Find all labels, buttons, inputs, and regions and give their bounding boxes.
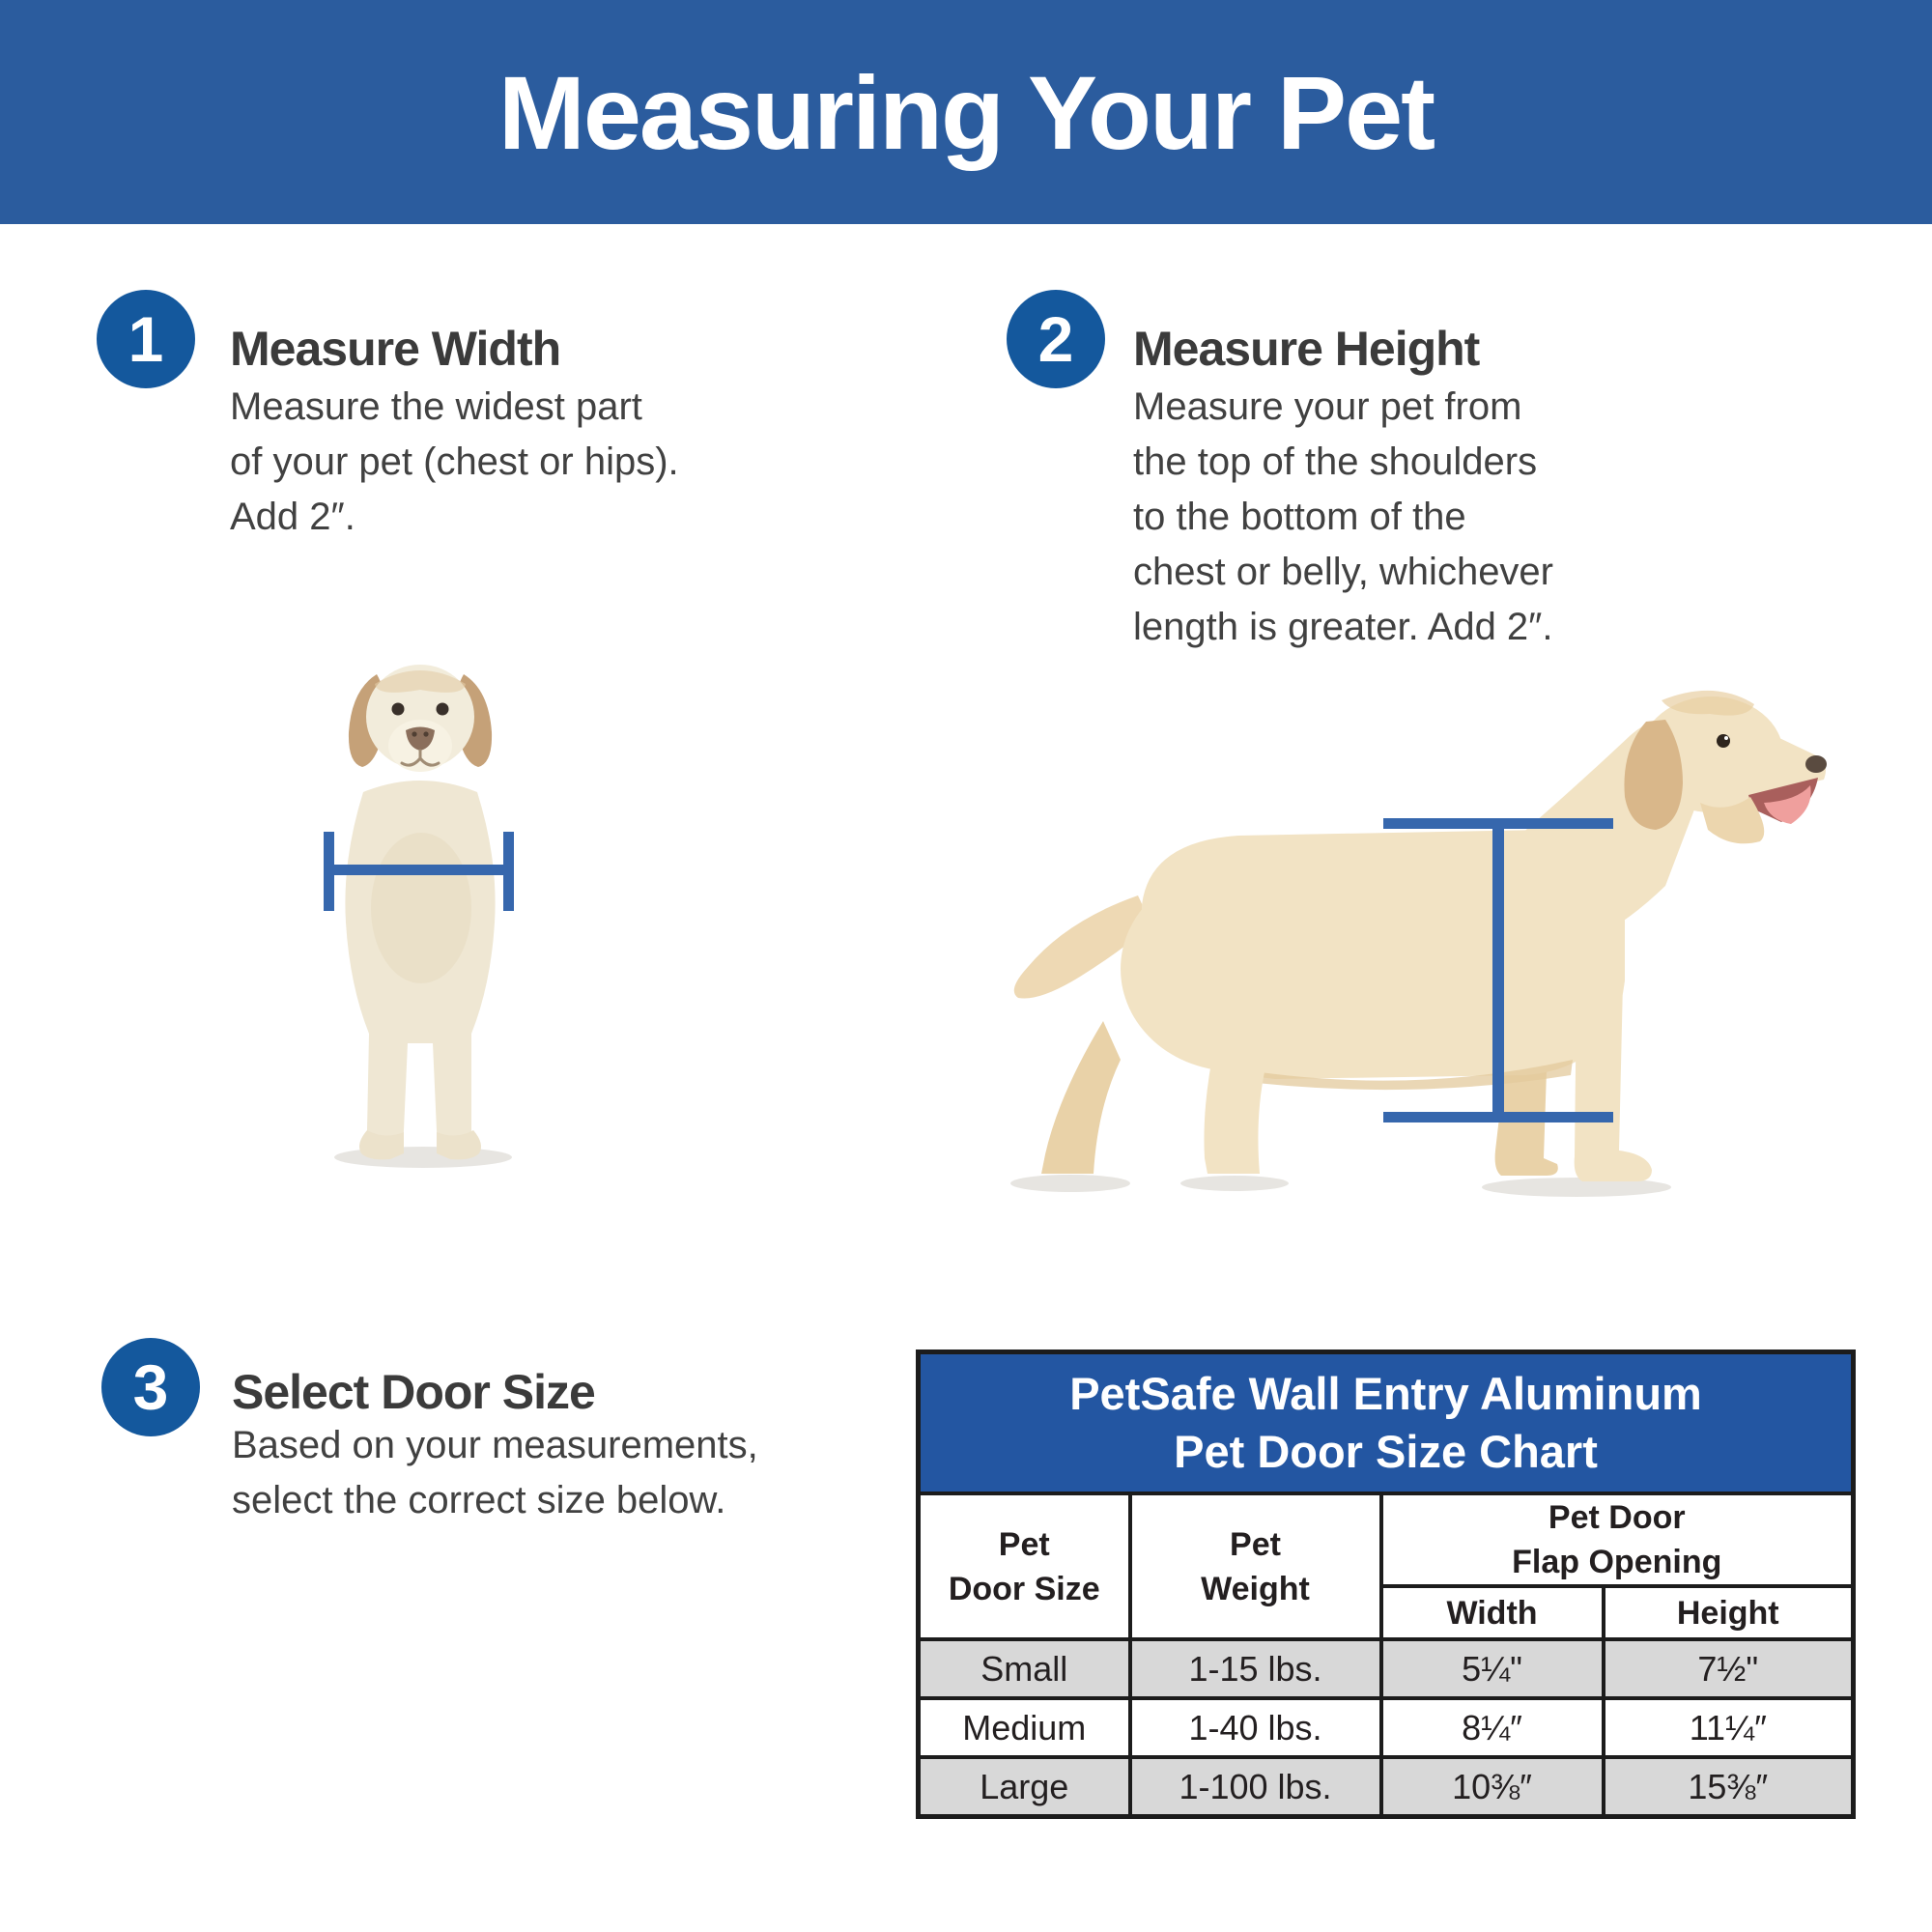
column-header-pet-weight: Pet Weight <box>1127 1492 1383 1641</box>
column-header-width: Width <box>1378 1584 1605 1641</box>
cell-width: 10⅜″ <box>1378 1755 1605 1819</box>
table-title: PetSafe Wall Entry Aluminum Pet Door Siz… <box>916 1350 1856 1495</box>
side-dog-illustration <box>1010 690 1827 1197</box>
column-header-flap-opening: Pet Door Flap Opening <box>1378 1492 1856 1588</box>
step-1-number: 1 <box>128 303 164 375</box>
cell-weight: 1-40 lbs. <box>1127 1696 1383 1759</box>
cell-size: Large <box>916 1755 1132 1819</box>
step-2-number: 2 <box>1037 303 1074 375</box>
step-3-badge: 3 <box>101 1338 200 1436</box>
cell-width: 8¼″ <box>1378 1696 1605 1759</box>
step-1-body: Measure the widest part of your pet (che… <box>230 385 679 538</box>
table-row-medium: Medium 1-40 lbs. 8¼″ 11¼″ <box>916 1696 1856 1759</box>
step-2-body: Measure your pet from the top of the sho… <box>1133 385 1553 648</box>
column-header-height: Height <box>1601 1584 1856 1641</box>
step-3-title: Select Door Size <box>232 1365 596 1419</box>
cell-width: 5¼" <box>1378 1637 1605 1700</box>
cell-weight: 1-15 lbs. <box>1127 1637 1383 1700</box>
step-2-badge: 2 <box>1007 290 1105 388</box>
cell-height: 7½" <box>1601 1637 1856 1700</box>
step-3-body: Based on your measurements, select the c… <box>232 1424 758 1521</box>
step-3-number: 3 <box>132 1351 169 1423</box>
cell-size: Small <box>916 1637 1132 1700</box>
table-row-small: Small 1-15 lbs. 5¼" 7½" <box>916 1637 1856 1700</box>
front-dog-illustration <box>324 665 514 1168</box>
page-title: Measuring Your Pet <box>497 53 1435 171</box>
cell-size: Medium <box>916 1696 1132 1759</box>
cell-height: 15⅜″ <box>1601 1755 1856 1819</box>
table-row-large: Large 1-100 lbs. 10⅜″ 15⅜″ <box>916 1755 1856 1819</box>
width-measurement-line <box>324 832 514 911</box>
cell-weight: 1-100 lbs. <box>1127 1755 1383 1819</box>
height-measurement-line <box>1383 818 1613 1122</box>
size-chart-table: PetSafe Wall Entry Aluminum Pet Door Siz… <box>916 1350 1857 1819</box>
column-header-pet-door-size: Pet Door Size <box>916 1492 1132 1641</box>
step-1-title: Measure Width <box>230 322 561 376</box>
step-2-title: Measure Height <box>1133 322 1480 376</box>
step-1-badge: 1 <box>97 290 195 388</box>
header-banner: Measuring Your Pet <box>0 0 1932 224</box>
cell-height: 11¼″ <box>1601 1696 1856 1759</box>
